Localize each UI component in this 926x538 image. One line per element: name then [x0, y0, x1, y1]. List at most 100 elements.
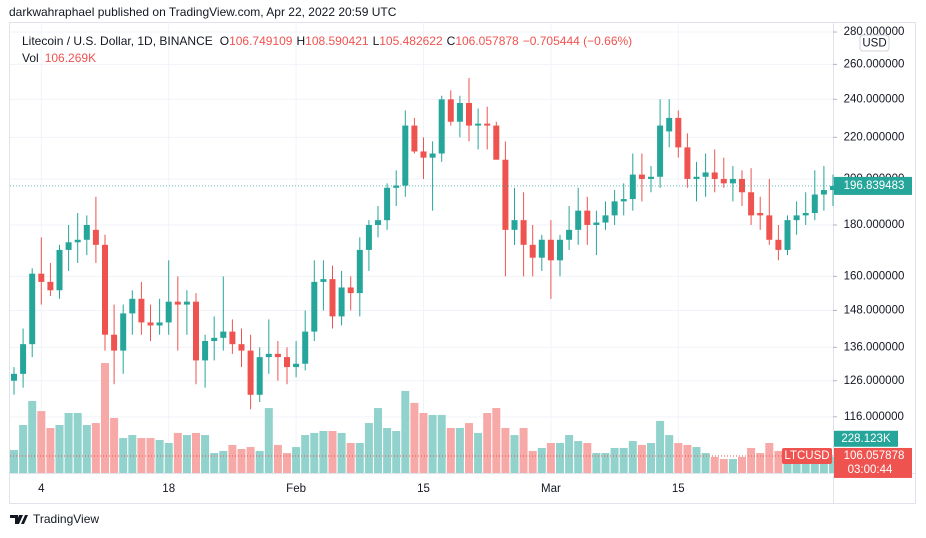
- published-note: darkwahraphael published on TradingView.…: [9, 5, 397, 19]
- volume-bar: [647, 443, 655, 473]
- candle-body: [193, 301, 199, 361]
- candle-body: [302, 331, 309, 364]
- volume-bar: [237, 449, 246, 473]
- candle-body: [666, 117, 673, 132]
- volume-bar: [10, 450, 18, 473]
- volume-bar: [137, 438, 146, 473]
- volume-bar: [401, 390, 410, 473]
- volume-bar: [364, 423, 373, 473]
- candle-body: [265, 353, 272, 358]
- x-tick-label: 15: [417, 483, 430, 495]
- candle-body: [447, 99, 454, 122]
- volume-bar: [64, 413, 73, 473]
- candles: [11, 78, 836, 410]
- volume-bar: [601, 453, 610, 473]
- y-tick-label: 240.000000: [844, 93, 905, 105]
- legend-title: Litecoin / U.S. Dollar, 1D, BINANCE: [22, 34, 213, 48]
- candle-body: [429, 153, 436, 158]
- volume-bar: [55, 425, 64, 473]
- volume-bar: [246, 447, 255, 473]
- labels: 280.000000 260.000000 240.000000 220.000000…: [10, 26, 912, 495]
- volume-bar: [492, 408, 501, 473]
- volume-bar: [283, 453, 291, 473]
- candle-body: [830, 185, 836, 191]
- candle-body: [220, 331, 227, 338]
- candle-body: [365, 224, 372, 250]
- symbol-price-label: 106.057878: [844, 450, 905, 462]
- volume-bar: [410, 402, 419, 473]
- volume-bar: [510, 435, 519, 473]
- grid: [10, 22, 837, 473]
- candle-body: [256, 357, 263, 395]
- volume-bar: [192, 432, 200, 473]
- candle-body: [420, 151, 427, 158]
- candle-body: [711, 172, 718, 179]
- candle-body: [329, 279, 336, 317]
- volume-bar: [128, 435, 137, 473]
- candle-body: [675, 117, 682, 148]
- volume-bar: [583, 443, 592, 473]
- candle-body: [775, 239, 782, 250]
- candle-body: [411, 125, 418, 152]
- candle-body: [466, 102, 472, 126]
- candle-body: [183, 301, 190, 305]
- candle-body: [748, 192, 755, 216]
- candle-body: [92, 229, 99, 245]
- candle-body: [274, 353, 281, 358]
- candle-body: [575, 210, 582, 230]
- candle-body: [593, 222, 600, 225]
- volume-bar: [519, 428, 528, 473]
- candle-body: [20, 344, 27, 374]
- volume-bar: [592, 453, 601, 473]
- volume-bar: [428, 414, 437, 473]
- volume-bar: [756, 453, 765, 473]
- candle-body: [65, 242, 72, 250]
- candle-body: [802, 213, 809, 216]
- legend-ohlc-value: 106.057878: [455, 34, 519, 48]
- legend-ohlc-key: L: [373, 34, 380, 48]
- volume-marker-box: [834, 430, 898, 447]
- volume-bar: [774, 450, 783, 473]
- volume-bar: [146, 438, 155, 473]
- volume-bar: [701, 453, 710, 473]
- candle-body: [620, 199, 627, 202]
- candle-body: [311, 281, 318, 332]
- candle-body: [793, 215, 800, 221]
- volume-bar: [692, 447, 701, 473]
- unit-box: [859, 34, 890, 52]
- candle-body: [56, 249, 63, 291]
- legend-line: Litecoin / U.S. Dollar, 1D, BINANCE O 106.…: [22, 34, 632, 48]
- volume-bar: [747, 447, 756, 473]
- volume-bar: [383, 428, 392, 473]
- candle-body: [638, 174, 645, 179]
- volume-bar: [337, 432, 346, 473]
- candle-body: [320, 279, 327, 282]
- brand-logo: [10, 515, 28, 524]
- volume-bar: [565, 435, 574, 473]
- volume-bar: [328, 431, 337, 473]
- legend-ohlc-key: O: [220, 34, 229, 48]
- y-tick-label: 160.000000: [844, 270, 905, 282]
- volume-bar: [82, 425, 91, 473]
- volume-bar: [110, 417, 119, 473]
- candle-body: [284, 357, 290, 368]
- volume-bar: [292, 447, 301, 473]
- candle-body: [611, 201, 618, 216]
- volume-bar: [574, 441, 583, 473]
- volume-bar: [665, 435, 674, 473]
- candle-body: [29, 273, 36, 345]
- volume-bar: [546, 443, 555, 473]
- y-tick-label: 116.000000: [844, 411, 904, 423]
- legend-ohlc-value: 105.482622: [379, 34, 443, 48]
- candle-body: [493, 125, 500, 160]
- candle-body: [766, 215, 773, 240]
- volume-bar: [101, 363, 109, 473]
- candle-body: [156, 322, 163, 326]
- candle-body: [456, 102, 463, 122]
- volume-bar: [182, 435, 191, 473]
- candle-body: [174, 301, 181, 305]
- candle-body: [693, 176, 700, 179]
- volume-legend-key: Vol: [22, 51, 39, 65]
